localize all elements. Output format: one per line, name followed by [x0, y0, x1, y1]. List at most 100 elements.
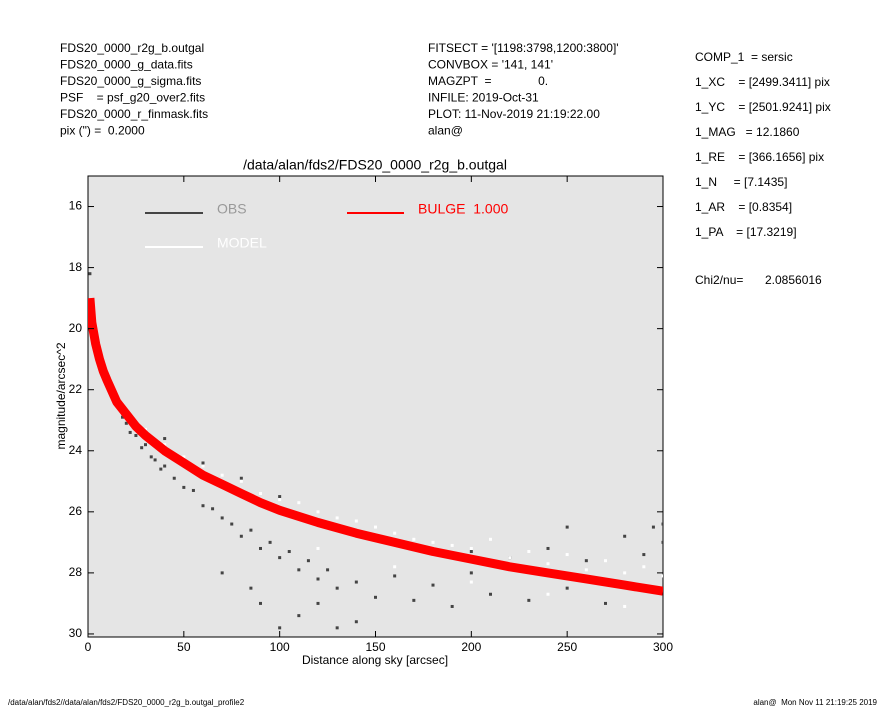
- data-point: [153, 458, 157, 462]
- data-point: [661, 540, 663, 544]
- fit-parameter: 1_N = [7.1435]: [695, 175, 787, 189]
- data-point: [565, 586, 569, 590]
- data-point: [431, 540, 435, 544]
- x-tick-label: 200: [461, 640, 481, 654]
- data-point: [316, 601, 320, 605]
- data-point: [469, 550, 473, 554]
- header-mid-line: INFILE: 2019-Oct-31: [428, 91, 539, 105]
- y-axis-label: magnitude/arcsec^2: [54, 342, 68, 449]
- data-point: [527, 598, 531, 602]
- data-point: [604, 601, 607, 605]
- x-tick-label: 300: [653, 640, 673, 654]
- data-point: [268, 540, 272, 544]
- data-point: [623, 534, 627, 538]
- header-left-line: PSF = psf_g20_over2.fits: [60, 91, 205, 105]
- data-point: [469, 580, 473, 584]
- header-mid-line: alan@: [428, 124, 463, 138]
- fit-parameter: 1_AR = [0.8354]: [695, 200, 792, 214]
- data-point: [259, 492, 262, 496]
- legend-label: MODEL: [217, 235, 267, 251]
- data-point: [316, 577, 320, 581]
- header-left-line: FDS20_0000_g_sigma.fits: [60, 74, 201, 88]
- data-point: [584, 559, 588, 563]
- data-point: [239, 476, 243, 480]
- data-point: [661, 522, 663, 526]
- y-tick-label: 20: [69, 321, 83, 335]
- data-point: [623, 604, 627, 608]
- legend-label: BULGE 1.000: [418, 201, 508, 217]
- data-point: [259, 601, 262, 605]
- data-point: [182, 455, 186, 459]
- data-point: [287, 550, 291, 554]
- data-point: [124, 421, 128, 425]
- plot-marks: [88, 272, 663, 630]
- data-point: [354, 580, 358, 584]
- data-point: [604, 559, 607, 563]
- data-point: [469, 571, 473, 575]
- data-point: [297, 501, 301, 505]
- data-point: [354, 620, 358, 624]
- x-tick-label: 250: [557, 640, 577, 654]
- fit-parameter: COMP_1 = sersic: [695, 50, 793, 64]
- data-point: [393, 574, 397, 578]
- header-mid-line: FITSECT = '[1198:3798,1200:3800]': [428, 41, 619, 55]
- data-point: [201, 504, 205, 508]
- header-left-line: FDS20_0000_r2g_b.outgal: [60, 41, 204, 55]
- header-mid-line: MAGZPT = 0.: [428, 74, 548, 88]
- data-point: [249, 528, 253, 532]
- data-point: [134, 434, 138, 438]
- data-point: [163, 443, 167, 447]
- data-point: [393, 531, 397, 535]
- data-point: [220, 473, 224, 477]
- data-point: [316, 546, 320, 550]
- data-point: [642, 565, 646, 569]
- data-point: [239, 534, 243, 538]
- data-point: [584, 568, 588, 572]
- y-tick-label: 18: [69, 260, 83, 274]
- data-point: [565, 553, 569, 557]
- data-point: [450, 543, 454, 547]
- data-point: [651, 525, 655, 529]
- header-mid-line: CONVBOX = '141, 141': [428, 58, 553, 72]
- data-point: [450, 604, 454, 608]
- data-point: [335, 626, 339, 630]
- data-point: [546, 546, 550, 550]
- data-point: [306, 559, 310, 563]
- chi2-label: Chi2/nu=: [695, 273, 743, 287]
- data-point: [508, 556, 512, 560]
- fit-parameter: 1_RE = [366.1656] pix: [695, 150, 824, 164]
- chart-title: /data/alan/fds2/FDS20_0000_r2g_b.outgal: [243, 157, 507, 173]
- data-point: [201, 464, 205, 468]
- data-point: [335, 586, 339, 590]
- y-tick-label: 30: [69, 626, 83, 640]
- data-point: [163, 464, 167, 468]
- data-point: [201, 461, 205, 465]
- header-mid-line: PLOT: 11-Nov-2019 21:19:22.00: [428, 107, 600, 121]
- fit-parameter: 1_PA = [17.3219]: [695, 225, 797, 239]
- x-tick-label: 100: [270, 640, 290, 654]
- y-tick-label: 26: [69, 504, 83, 518]
- footer-right: alan@ Mon Nov 11 21:19:25 2019: [753, 698, 877, 707]
- data-point: [191, 488, 195, 492]
- data-point: [393, 565, 397, 569]
- data-point: [159, 467, 163, 471]
- data-point: [354, 519, 358, 523]
- data-point: [546, 562, 550, 566]
- data-point: [565, 525, 569, 529]
- data-point: [642, 553, 646, 557]
- data-point: [220, 571, 224, 575]
- data-point: [88, 272, 92, 276]
- x-axis-label: Distance along sky [arcsec]: [302, 653, 448, 667]
- data-point: [172, 476, 176, 480]
- data-point: [239, 479, 243, 483]
- data-point: [278, 498, 282, 502]
- data-point: [278, 626, 282, 630]
- data-point: [259, 546, 262, 550]
- data-point: [374, 595, 377, 599]
- chi2-value: 2.0856016: [765, 273, 822, 287]
- data-point: [278, 556, 282, 560]
- data-point: [140, 446, 144, 450]
- data-point: [489, 592, 492, 596]
- data-point: [297, 614, 301, 618]
